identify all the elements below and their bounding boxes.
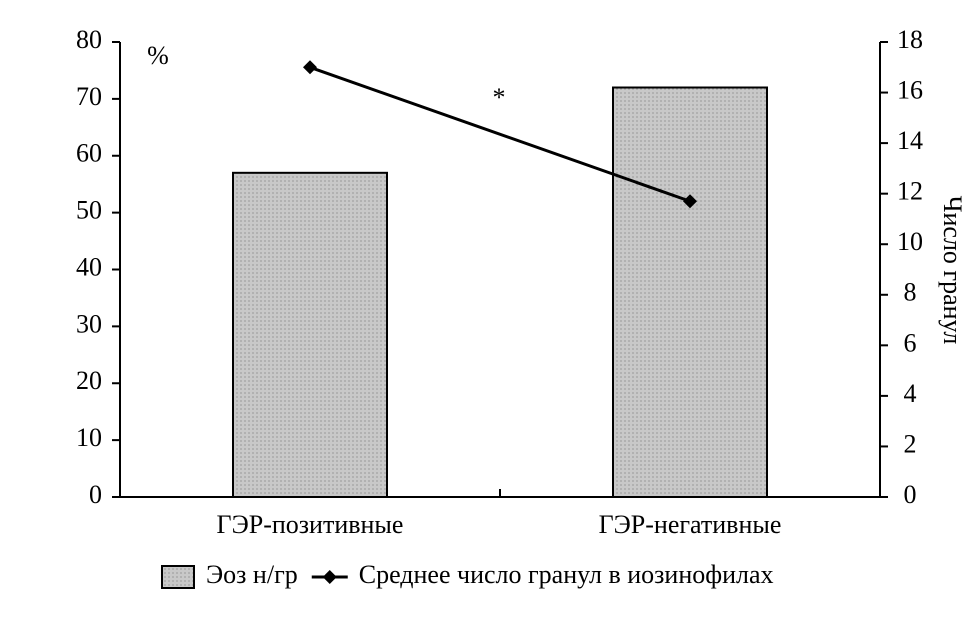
y-tick-label: 50 [76, 196, 102, 225]
annotation: * [493, 83, 506, 112]
y2-tick-label: 16 [897, 76, 923, 105]
legend-label: Среднее число гранул в иозинофилах [359, 560, 774, 589]
y2-tick-label: 10 [897, 227, 923, 256]
y-tick-label: 80 [76, 25, 102, 54]
line [309, 65, 691, 203]
y2-tick-label: 6 [904, 328, 917, 357]
x-tick-label: ГЭР-позитивные [217, 510, 404, 539]
y-tick-label: 20 [76, 366, 102, 395]
y-tick-label: 0 [89, 480, 102, 509]
y-tick-label: 70 [76, 82, 102, 111]
y-tick-label: 40 [76, 252, 102, 281]
bar [612, 86, 768, 498]
y2-tick-label: 12 [897, 177, 923, 206]
y2-axis-title: Число гранул [938, 196, 967, 345]
line-marker [683, 194, 697, 209]
y2-tick-label: 4 [904, 379, 917, 408]
y2-tick-label: 8 [904, 278, 917, 307]
y-tick-label: 10 [76, 423, 102, 452]
bar [232, 171, 388, 498]
legend-swatch [161, 565, 195, 589]
y2-tick-label: 18 [897, 25, 923, 54]
legend-marker [322, 570, 337, 584]
y-tick-label: 60 [76, 139, 102, 168]
y2-tick-label: 14 [897, 126, 923, 155]
legend-label: Эоз н/гр [206, 560, 298, 589]
x-tick-label: ГЭР-негативные [599, 510, 782, 539]
y2-tick-label: 2 [904, 429, 917, 458]
y2-tick-label: 0 [904, 480, 917, 509]
line-marker [303, 60, 317, 75]
y-tick-label: 30 [76, 309, 102, 338]
y-unit-label: % [147, 41, 169, 70]
